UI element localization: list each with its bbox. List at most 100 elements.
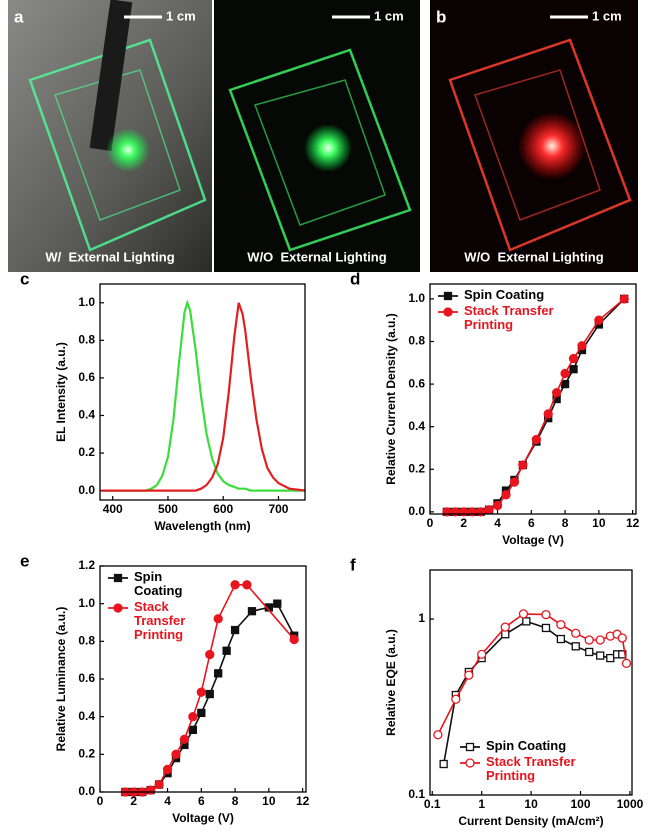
- marker: [113, 603, 123, 613]
- marker: [162, 764, 173, 775]
- legend-label: Spin Coating: [464, 287, 544, 302]
- marker: [518, 460, 528, 470]
- x-axis-label: Wavelength (nm): [154, 519, 250, 533]
- x-tick-label: 10: [524, 797, 538, 811]
- plot-frame: [429, 569, 633, 796]
- marker: [465, 742, 475, 752]
- marker: [621, 658, 632, 669]
- plot-frame: [429, 283, 637, 515]
- y-tick-label: 0.4: [78, 408, 95, 422]
- series-line: [101, 299, 305, 492]
- scale-label: 1 cm: [374, 8, 404, 23]
- scale-label: 1 cm: [166, 8, 196, 23]
- marker: [196, 687, 206, 697]
- marker: [617, 633, 627, 643]
- y-tick-label: 0.6: [78, 370, 95, 384]
- marker: [541, 623, 551, 633]
- marker: [596, 651, 605, 660]
- marker: [595, 635, 605, 645]
- y-tick-label: 0.2: [78, 747, 95, 761]
- x-axis-label: Voltage (V): [172, 811, 234, 825]
- marker: [205, 689, 214, 699]
- plot-frame: [99, 283, 306, 501]
- y-tick-label: 0.2: [408, 461, 425, 475]
- y-tick-label: 0.0: [78, 483, 95, 497]
- marker: [541, 609, 551, 620]
- chart: f 0.1 1 10 100 1000 0.1 1 Current Density (mA/cm…: [350, 555, 644, 828]
- x-tick-label: 2: [130, 794, 137, 808]
- y-tick-label: 0.4: [408, 419, 425, 433]
- x-axis-label: Current Density (mA/cm²): [458, 814, 603, 828]
- series-line: [101, 302, 305, 492]
- x-tick-label: 1000: [617, 797, 644, 811]
- y-tick-label: 1: [418, 611, 425, 625]
- y-tick-label: 0.8: [408, 334, 425, 348]
- marker: [188, 712, 198, 722]
- y-axis-label: Relative Current Density (a.u.): [384, 313, 398, 484]
- plot-frame: [99, 565, 307, 793]
- marker: [443, 307, 453, 317]
- x-tick-label: 2: [460, 516, 467, 530]
- x-tick-label: 0.1: [424, 797, 441, 811]
- marker: [188, 725, 198, 734]
- marker: [451, 694, 461, 704]
- x-tick-label: 6: [198, 794, 205, 808]
- photo: [430, 0, 638, 272]
- marker: [442, 507, 452, 517]
- marker: [230, 625, 240, 635]
- chart: e 0 2 4 6 8 10 12 0.0 0.2 0.4 0.6 0.8 1.0 1.2 Voltage (…: [20, 551, 310, 825]
- marker: [433, 730, 443, 740]
- marker: [492, 500, 503, 511]
- y-tick-label: 1.0: [78, 596, 95, 610]
- y-tick-label: 0.1: [408, 787, 425, 801]
- x-tick-label: 4: [164, 794, 171, 808]
- marker: [213, 614, 223, 624]
- scale-label: 1 cm: [592, 8, 622, 23]
- y-axis-label: Relative Luminance (a.u.): [54, 607, 68, 752]
- marker: [568, 353, 579, 364]
- x-axis-label: Voltage (V): [502, 533, 564, 547]
- marker: [551, 387, 562, 398]
- marker: [585, 647, 594, 657]
- y-tick-label: 0.0: [408, 504, 425, 518]
- marker: [179, 734, 190, 744]
- panel-letter: d: [350, 269, 360, 288]
- marker: [522, 617, 531, 626]
- x-tick-label: 100: [571, 797, 591, 811]
- marker: [171, 749, 181, 759]
- marker: [584, 635, 594, 645]
- marker: [560, 379, 570, 389]
- y-tick-label: 0.0: [78, 784, 95, 798]
- marker: [197, 708, 206, 718]
- marker: [477, 649, 487, 660]
- x-tick-label: 12: [626, 516, 640, 530]
- marker: [443, 291, 453, 301]
- marker: [230, 580, 240, 590]
- marker: [247, 607, 257, 616]
- panel-letter: c: [20, 269, 29, 288]
- marker: [571, 642, 580, 651]
- x-tick-label: 700: [268, 502, 288, 516]
- chart: c 400 500 600 700 0.0 0.2 0.4 0.6 0.8 1.0 Wavelengt…: [20, 269, 306, 533]
- panel-letter: f: [350, 555, 356, 574]
- x-tick-label: 8: [232, 794, 239, 808]
- photo-caption: W/O External Lighting: [247, 249, 386, 264]
- y-tick-label: 1.2: [78, 558, 95, 572]
- photo-caption: W/O External Lighting: [464, 249, 603, 264]
- marker: [556, 619, 566, 630]
- y-tick-label: 1.0: [78, 295, 95, 309]
- marker: [459, 507, 469, 517]
- marker: [518, 609, 529, 619]
- legend-label: Stack Transfer Printing: [134, 599, 185, 642]
- x-tick-label: 10: [262, 794, 276, 808]
- legend-label: Spin Coating: [486, 738, 566, 753]
- marker: [560, 368, 570, 379]
- marker: [113, 573, 123, 583]
- legend-label: Stack Transfer Printing: [486, 754, 576, 783]
- marker: [464, 670, 474, 680]
- panel-letter: a: [14, 7, 24, 26]
- x-tick-label: 1: [478, 797, 485, 811]
- marker: [205, 649, 215, 660]
- photo-caption: W/ External Lighting: [45, 249, 174, 264]
